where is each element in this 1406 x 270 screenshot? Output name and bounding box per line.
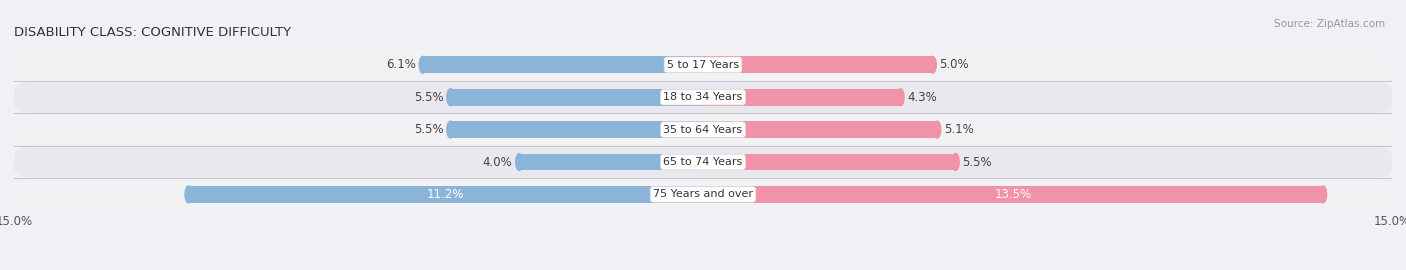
Ellipse shape [516,154,523,170]
Bar [423,56,703,73]
Bar [703,121,938,138]
Text: 5.0%: 5.0% [939,58,969,71]
Text: 65 to 74 Years: 65 to 74 Years [664,157,742,167]
Text: 6.1%: 6.1% [387,58,416,71]
Bar [519,154,703,170]
FancyBboxPatch shape [14,146,1392,178]
Text: 5.5%: 5.5% [413,123,443,136]
FancyBboxPatch shape [14,82,1392,113]
Ellipse shape [952,154,959,170]
Bar [450,121,703,138]
Text: 75 Years and over: 75 Years and over [652,189,754,200]
Bar [703,56,932,73]
Text: 5.1%: 5.1% [945,123,974,136]
Text: 18 to 34 Years: 18 to 34 Years [664,92,742,102]
Text: 11.2%: 11.2% [427,188,464,201]
Ellipse shape [1319,186,1327,203]
Ellipse shape [897,89,904,106]
FancyBboxPatch shape [14,114,1392,145]
Ellipse shape [929,56,936,73]
Text: 13.5%: 13.5% [994,188,1032,201]
Text: Source: ZipAtlas.com: Source: ZipAtlas.com [1274,19,1385,29]
Bar [450,89,703,106]
Text: DISABILITY CLASS: COGNITIVE DIFFICULTY: DISABILITY CLASS: COGNITIVE DIFFICULTY [14,26,291,39]
Text: 5.5%: 5.5% [963,156,993,168]
Bar [703,89,900,106]
Text: 5 to 17 Years: 5 to 17 Years [666,60,740,70]
FancyBboxPatch shape [14,49,1392,80]
Ellipse shape [447,89,454,106]
Text: 4.0%: 4.0% [482,156,512,168]
Ellipse shape [447,121,454,138]
Bar [703,154,956,170]
Text: 35 to 64 Years: 35 to 64 Years [664,124,742,135]
Ellipse shape [934,121,941,138]
FancyBboxPatch shape [14,179,1392,210]
Ellipse shape [186,186,193,203]
Bar [188,186,703,203]
Text: 4.3%: 4.3% [907,91,938,104]
Bar [703,186,1323,203]
Ellipse shape [419,56,426,73]
Text: 5.5%: 5.5% [413,91,443,104]
